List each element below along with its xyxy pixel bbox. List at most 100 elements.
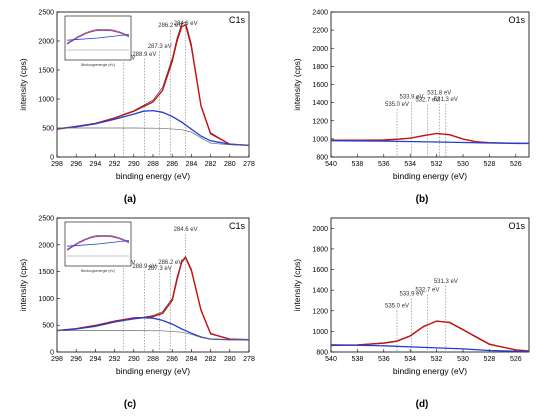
y-tick-label: 800 bbox=[316, 155, 328, 162]
inset-x-label: Bindungsenergie (eV) bbox=[81, 269, 115, 273]
inset-x-label: Bindungsenergie (eV) bbox=[81, 63, 115, 67]
x-tick-label: 538 bbox=[352, 356, 364, 363]
x-tick-label: 528 bbox=[484, 356, 496, 363]
peak-label: 286.2 eV bbox=[158, 260, 182, 266]
core-level-label: O1s bbox=[508, 221, 525, 231]
x-tick-label: 526 bbox=[510, 161, 522, 168]
x-tick-label: 286 bbox=[166, 356, 178, 363]
y-tick-label: 1000 bbox=[38, 97, 54, 104]
peak-label: 286.2 eV bbox=[158, 23, 182, 29]
y-axis-label: intensity (cps) bbox=[18, 58, 28, 111]
peak-label: 531.8 eV bbox=[427, 91, 451, 97]
peak-label: 288.9 eV bbox=[132, 264, 156, 270]
x-tick-label: 528 bbox=[484, 161, 496, 168]
y-tick-label: 2500 bbox=[38, 10, 54, 17]
x-tick-label: 294 bbox=[90, 356, 102, 363]
x-axis-label: binding energy (eV) bbox=[393, 366, 467, 376]
y-tick-label: 1200 bbox=[312, 308, 328, 315]
panel-b: 800 1000 1200 1400 1600 1800 2000 2200 2400 540 53… bbox=[292, 10, 530, 205]
y-tick-label: 0 bbox=[50, 155, 54, 162]
inset-raw-curve bbox=[66, 29, 130, 44]
panel-c: 0 500 1000 1500 2000 2500 298 296 294 292 290 288 28… bbox=[18, 216, 255, 411]
x-tick-label: 296 bbox=[70, 161, 82, 168]
panel-caption: (d) bbox=[416, 399, 429, 410]
x-tick-label: 530 bbox=[457, 356, 469, 363]
x-tick-label: 530 bbox=[457, 161, 469, 168]
panel-caption: (a) bbox=[124, 194, 136, 205]
x-tick-label: 292 bbox=[109, 356, 121, 363]
inset-envelope-curve bbox=[66, 240, 130, 247]
peak-label: 287.3 eV bbox=[148, 266, 172, 272]
x-tick-label: 284 bbox=[186, 161, 198, 168]
x-axis-label: binding energy (eV) bbox=[393, 171, 467, 181]
y-tick-label: 2000 bbox=[38, 39, 54, 46]
y-tick-label: 2200 bbox=[312, 28, 328, 35]
x-tick-label: 286 bbox=[166, 161, 178, 168]
peak-label: 287.3 eV bbox=[148, 44, 172, 50]
y-tick-label: 1000 bbox=[312, 136, 328, 143]
plot-frame bbox=[330, 217, 530, 353]
x-tick-label: 298 bbox=[51, 161, 63, 168]
series-envelope bbox=[331, 140, 529, 145]
y-tick-label: 1800 bbox=[312, 64, 328, 71]
y-tick-label: 1600 bbox=[312, 82, 328, 89]
y-tick-label: 2400 bbox=[312, 10, 328, 17]
series-baseline bbox=[57, 127, 249, 146]
y-tick-label: 1600 bbox=[312, 267, 328, 274]
inset-envelope-curve bbox=[66, 34, 130, 41]
y-tick-label: 1500 bbox=[38, 269, 54, 276]
y-tick-label: 0 bbox=[50, 350, 54, 357]
x-tick-label: 278 bbox=[243, 356, 255, 363]
peak-label: 533.9 eV bbox=[400, 95, 424, 101]
x-tick-label: 540 bbox=[325, 161, 337, 168]
y-tick-label: 1000 bbox=[38, 296, 54, 303]
x-axis-label: binding energy (eV) bbox=[116, 366, 190, 376]
x-tick-label: 540 bbox=[325, 356, 337, 363]
peak-label: 531.3 eV bbox=[434, 97, 458, 103]
x-tick-label: 278 bbox=[243, 161, 255, 168]
y-tick-label: 2000 bbox=[38, 242, 54, 249]
x-tick-label: 290 bbox=[128, 161, 140, 168]
peak-label: 535.0 eV bbox=[385, 102, 409, 108]
series-baseline bbox=[57, 330, 249, 341]
series-fit bbox=[57, 23, 249, 147]
y-tick-label: 500 bbox=[42, 323, 54, 330]
peak-label: 284.6 eV bbox=[174, 21, 198, 27]
y-tick-label: 2500 bbox=[38, 216, 54, 223]
y-axis-label: intensity (cps) bbox=[292, 259, 302, 312]
x-tick-label: 532 bbox=[431, 356, 443, 363]
peak-label: 532.7 eV bbox=[415, 98, 439, 104]
y-axis-label: intensity (cps) bbox=[292, 58, 302, 111]
x-tick-label: 296 bbox=[70, 356, 82, 363]
x-tick-label: 288 bbox=[147, 161, 159, 168]
x-tick-label: 538 bbox=[352, 161, 364, 168]
x-tick-label: 534 bbox=[404, 161, 416, 168]
x-tick-label: 536 bbox=[378, 356, 390, 363]
y-tick-label: 1400 bbox=[312, 100, 328, 107]
x-tick-label: 532 bbox=[431, 161, 443, 168]
y-tick-label: 1500 bbox=[38, 68, 54, 75]
x-tick-label: 534 bbox=[404, 356, 416, 363]
peak-label: 532.7 eV bbox=[415, 288, 439, 294]
y-tick-label: 2000 bbox=[312, 46, 328, 53]
core-level-label: C1s bbox=[229, 221, 246, 231]
y-tick-label: 2000 bbox=[312, 226, 328, 233]
x-tick-label: 288 bbox=[147, 356, 159, 363]
y-tick-label: 1400 bbox=[312, 288, 328, 295]
core-level-label: O1s bbox=[508, 15, 525, 25]
core-level-label: C1s bbox=[229, 15, 246, 25]
inset-fit-curve bbox=[66, 235, 130, 251]
y-tick-label: 1200 bbox=[312, 118, 328, 125]
x-tick-label: 290 bbox=[128, 356, 140, 363]
panel-caption: (c) bbox=[124, 399, 136, 410]
peak-label: 284.6 eV bbox=[174, 227, 198, 233]
x-tick-label: 280 bbox=[224, 161, 236, 168]
x-tick-label: 280 bbox=[224, 356, 236, 363]
x-tick-label: 526 bbox=[510, 356, 522, 363]
peak-label: 531.3 eV bbox=[434, 279, 458, 285]
peak-label: 533.9 eV bbox=[400, 292, 424, 298]
x-tick-label: 282 bbox=[205, 356, 217, 363]
panel-caption: (b) bbox=[416, 194, 429, 205]
y-tick-label: 1800 bbox=[312, 246, 328, 253]
